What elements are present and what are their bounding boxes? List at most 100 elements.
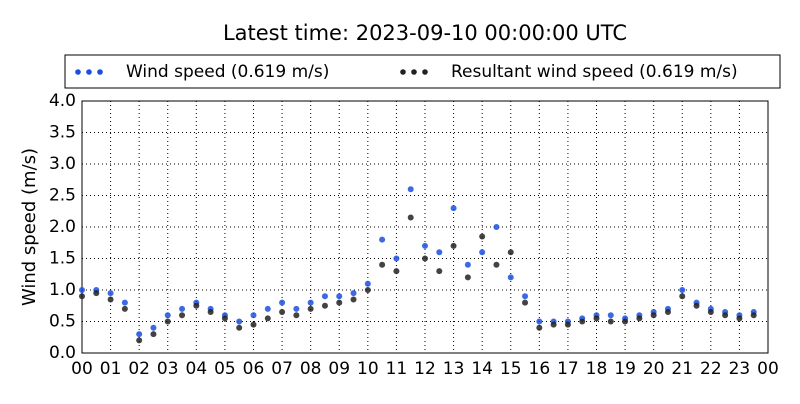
x-tick-label: 09 xyxy=(328,359,350,379)
point xyxy=(321,302,328,309)
point xyxy=(536,318,543,325)
x-tick-label: 01 xyxy=(100,359,122,379)
y-tick-label: 0.0 xyxy=(49,343,76,363)
x-tick-label: 12 xyxy=(414,359,436,379)
y-axis-label: Wind speed (m/s) xyxy=(19,148,40,306)
point xyxy=(436,249,443,256)
point xyxy=(164,318,171,325)
legend-marker xyxy=(400,69,406,75)
point xyxy=(150,331,157,338)
point xyxy=(336,299,343,306)
point xyxy=(407,186,414,193)
point xyxy=(693,302,700,309)
point xyxy=(622,318,629,325)
x-tick-label: 10 xyxy=(357,359,379,379)
point xyxy=(150,324,157,331)
point xyxy=(93,290,100,297)
plot-frame xyxy=(81,100,769,354)
point xyxy=(350,296,357,303)
x-tick-label: 05 xyxy=(214,359,236,379)
point xyxy=(364,287,371,293)
x-tick-label: 14 xyxy=(471,359,493,379)
point xyxy=(264,305,271,312)
x-tick-label: 13 xyxy=(443,359,465,379)
point xyxy=(593,315,600,322)
y-tick-label: 2.5 xyxy=(49,186,76,206)
point xyxy=(436,268,443,275)
legend-marker xyxy=(86,69,92,75)
point xyxy=(393,255,400,262)
point xyxy=(579,318,586,325)
point xyxy=(464,274,471,281)
point xyxy=(179,305,186,312)
x-tick-label: 08 xyxy=(300,359,322,379)
point xyxy=(750,312,757,319)
chart-title: Latest time: 2023-09-10 00:00:00 UTC xyxy=(223,21,627,45)
legend-marker xyxy=(97,69,103,75)
point xyxy=(179,312,186,319)
point xyxy=(250,321,257,328)
point xyxy=(121,299,128,306)
point xyxy=(507,249,514,256)
x-tick-label: 04 xyxy=(186,359,208,379)
point xyxy=(679,287,686,293)
point xyxy=(350,290,357,297)
point xyxy=(321,293,328,300)
point xyxy=(522,299,529,306)
point xyxy=(550,321,557,328)
point xyxy=(307,299,314,306)
point xyxy=(407,214,414,221)
point xyxy=(464,261,471,268)
point xyxy=(250,312,257,319)
legend-marker xyxy=(411,69,417,75)
point xyxy=(293,312,300,319)
y-tick-label: 3.0 xyxy=(49,154,76,174)
point xyxy=(450,205,457,212)
point xyxy=(607,312,614,319)
point xyxy=(107,290,114,297)
point xyxy=(607,318,614,325)
point xyxy=(650,312,657,319)
x-tick-label: 22 xyxy=(700,359,722,379)
point xyxy=(636,315,643,322)
point xyxy=(679,293,686,300)
x-tick-label: 07 xyxy=(271,359,293,379)
point xyxy=(450,242,457,249)
point xyxy=(136,331,143,338)
point xyxy=(736,315,743,322)
x-tick-label: 03 xyxy=(157,359,179,379)
point xyxy=(564,321,571,328)
x-tick-label: 18 xyxy=(586,359,608,379)
point xyxy=(522,293,529,300)
x-tick-label: 20 xyxy=(643,359,665,379)
point xyxy=(536,324,543,331)
point xyxy=(293,305,300,312)
point xyxy=(279,309,286,316)
point xyxy=(307,305,314,312)
legend-label: Wind speed (0.619 m/s) xyxy=(126,62,329,82)
point xyxy=(379,236,386,243)
x-tick-label: 00 xyxy=(757,359,779,379)
x-tick-label: 02 xyxy=(128,359,150,379)
point xyxy=(393,268,400,275)
point xyxy=(479,233,486,240)
y-tick-label: 0.5 xyxy=(49,312,76,332)
x-tick-label: 21 xyxy=(671,359,693,379)
legend-marker xyxy=(422,69,428,75)
point xyxy=(379,261,386,268)
x-tick-label: 17 xyxy=(557,359,579,379)
point xyxy=(493,261,500,268)
y-tick-label: 3.5 xyxy=(49,123,76,143)
x-tick-label: 19 xyxy=(614,359,636,379)
point xyxy=(236,318,243,325)
x-tick-label: 00 xyxy=(71,359,93,379)
point xyxy=(364,280,371,287)
point xyxy=(507,274,514,281)
point xyxy=(136,337,143,344)
point xyxy=(264,315,271,322)
legend-label: Resultant wind speed (0.619 m/s) xyxy=(451,62,738,82)
x-tick-label: 11 xyxy=(386,359,408,379)
point xyxy=(493,224,500,230)
y-tick-label: 2.0 xyxy=(49,217,76,237)
